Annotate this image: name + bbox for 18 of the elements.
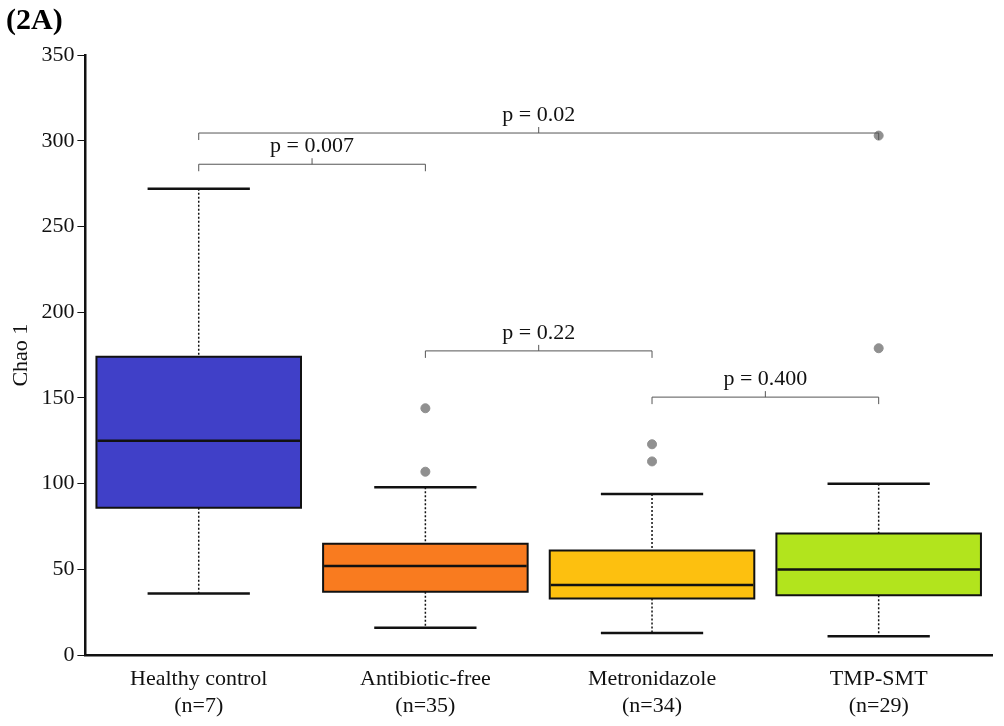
y-tick-label: 100 bbox=[41, 469, 75, 495]
y-tick-label: 300 bbox=[41, 126, 75, 152]
y-axis-title: Chao 1 bbox=[6, 323, 32, 387]
annotation: p = 0.400 bbox=[723, 364, 808, 390]
y-tick-label: 250 bbox=[41, 212, 75, 238]
annotation: p = 0.02 bbox=[502, 100, 576, 126]
chart-title: (2A) bbox=[6, 2, 63, 36]
annotation: p = 0.007 bbox=[270, 132, 355, 158]
y-tick-label: 200 bbox=[41, 298, 75, 324]
x-tick-label: Healthy control (n=7) bbox=[129, 665, 268, 717]
x-tick-label: Antibiotic-free (n=35) bbox=[360, 665, 491, 717]
y-tick-label: 0 bbox=[63, 640, 75, 666]
y-tick-label: 150 bbox=[41, 383, 75, 409]
y-tick-label: 50 bbox=[52, 555, 75, 581]
x-tick-label: Metronidazole (n=34) bbox=[587, 665, 717, 717]
y-tick-label: 350 bbox=[41, 40, 75, 66]
annotation: p = 0.22 bbox=[502, 318, 576, 344]
x-tick-label: TMP-SMT (n=29) bbox=[829, 665, 929, 717]
